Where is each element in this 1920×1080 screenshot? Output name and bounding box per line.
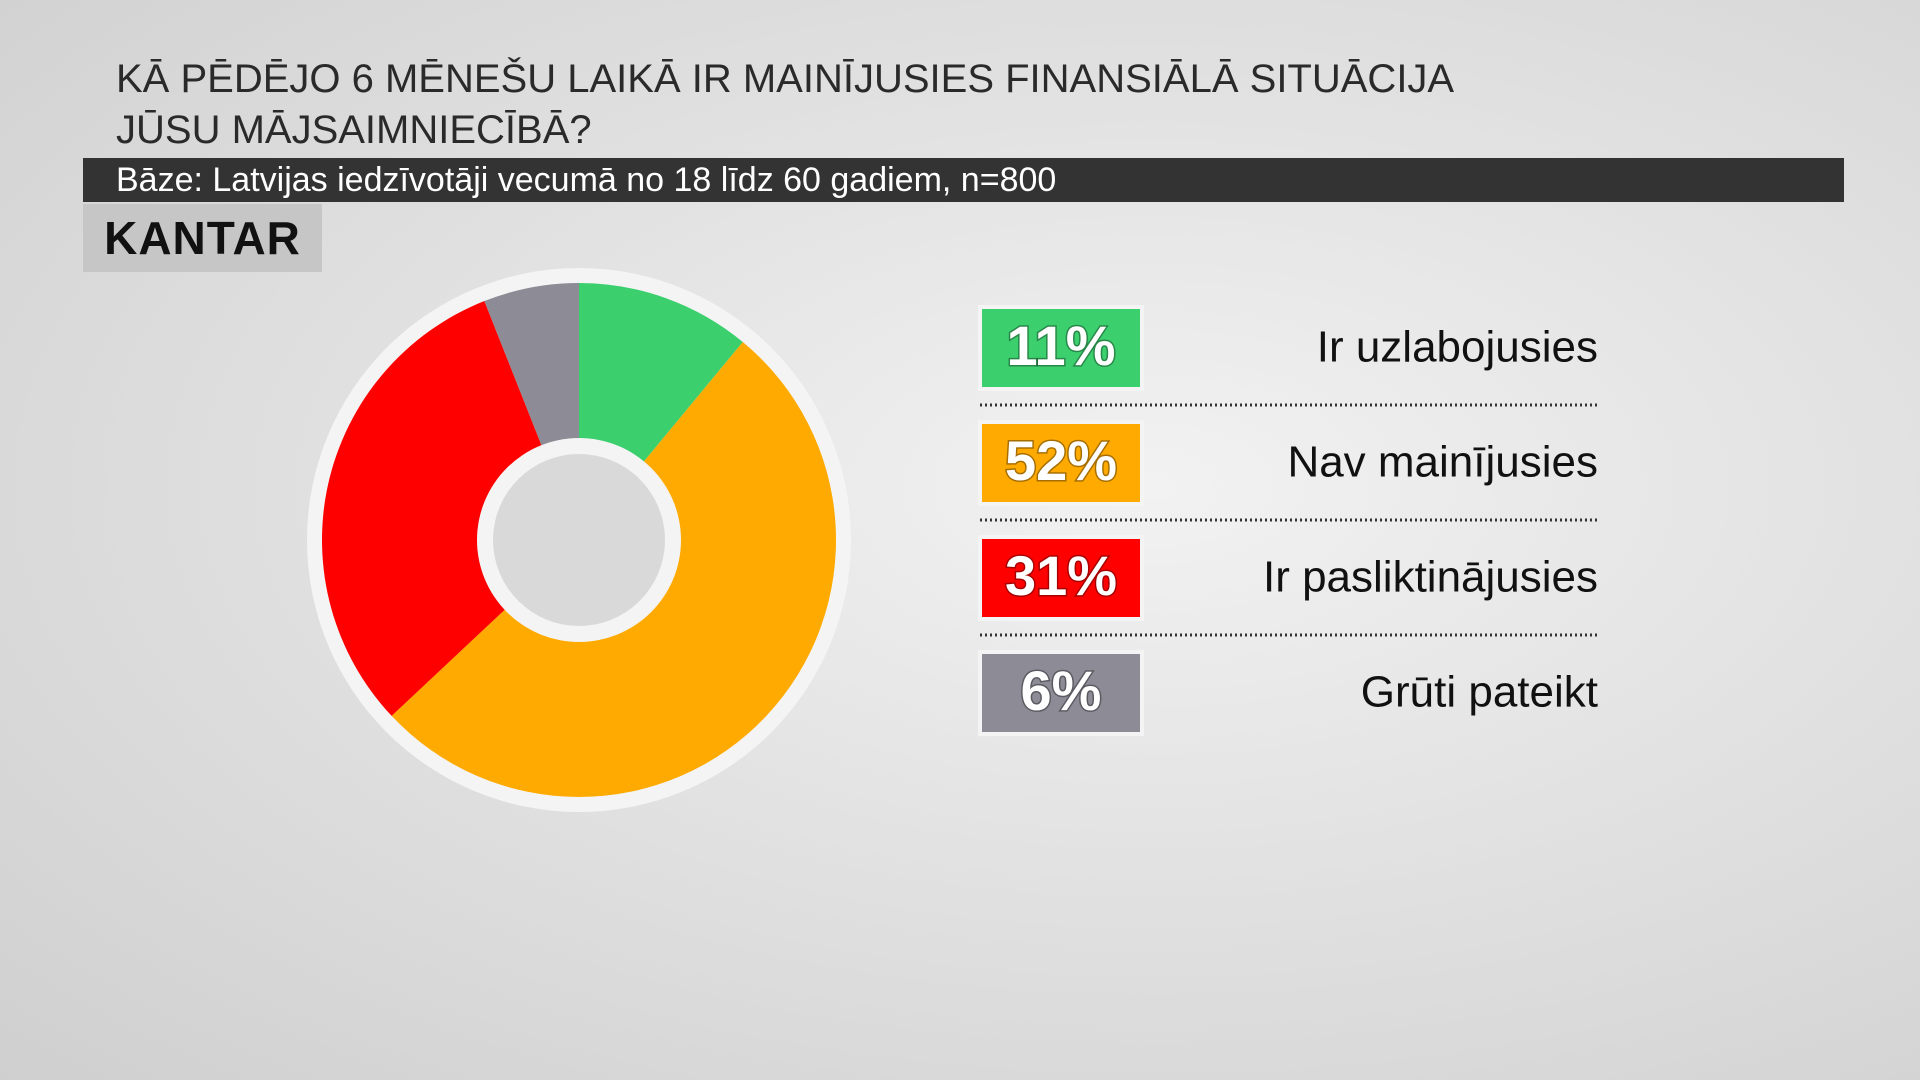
legend-box <box>978 535 1144 621</box>
value-label: 52% <box>1005 429 1117 492</box>
subtitle: Bāze: Latvijas iedzīvotāji vecumā no 18 … <box>116 161 1057 199</box>
logo: KANTAR <box>83 204 322 272</box>
value-label: 6% <box>1021 659 1102 722</box>
pie-slice <box>321 301 579 716</box>
legend-label: Ir uzlabojusies <box>1317 323 1598 372</box>
legend-box <box>978 650 1144 736</box>
title-line: JŪSU MĀJSAIMNIECĪBĀ? <box>116 108 592 152</box>
chart-title: KĀ PĒDĒJO 6 MĒNEŠU LAIKĀ IR MAINĪJUSIES … <box>116 54 1454 156</box>
value-label: 11% <box>1007 314 1116 377</box>
legend-label: Grūti pateikt <box>1361 668 1598 717</box>
legend-box <box>978 420 1144 506</box>
legend-label: Ir pasliktinājusies <box>1263 553 1598 602</box>
legend-box <box>978 305 1144 391</box>
title-line: KĀ PĒDĒJO 6 MĒNEŠU LAIKĀ IR MAINĪJUSIES … <box>116 57 1455 101</box>
donut-hole <box>493 454 665 626</box>
legend-label: Nav mainījusies <box>1287 438 1598 487</box>
subtitle-bar <box>83 158 1844 202</box>
value-label: 31% <box>1005 544 1117 607</box>
